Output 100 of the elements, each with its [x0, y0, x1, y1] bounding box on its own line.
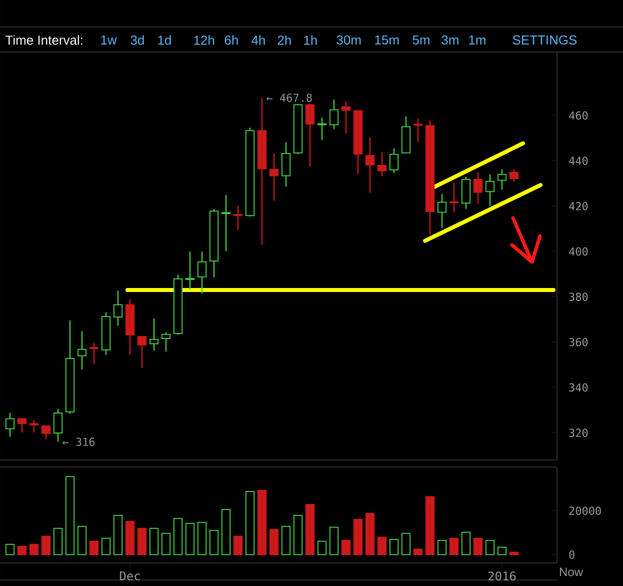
bar [125, 520, 135, 556]
bar [365, 512, 375, 556]
bar [233, 536, 243, 556]
candlestick [197, 251, 207, 294]
candlestick [485, 174, 495, 206]
candlestick [461, 176, 471, 210]
text: 1d [158, 35, 171, 45]
candlestick [305, 103, 315, 168]
candlestick [113, 290, 123, 326]
bar [185, 522, 195, 556]
candlestick [161, 332, 171, 352]
bar [173, 518, 183, 556]
y-tick-label: 340 [569, 383, 588, 392]
y-tick-label: 440 [569, 156, 588, 165]
bar [89, 540, 99, 556]
candlestick [53, 408, 63, 442]
text: 1m [469, 36, 486, 44]
candlestick [77, 330, 87, 370]
text: 12h [194, 35, 214, 45]
candlestick [365, 136, 375, 194]
x-tick-label: Dec [120, 572, 140, 580]
y-tick-label: 420 [569, 202, 588, 210]
bar [437, 540, 447, 556]
candlestick [473, 172, 483, 204]
bar [305, 504, 315, 556]
bar [353, 518, 363, 556]
bar [413, 548, 423, 556]
bar [17, 546, 27, 556]
bar [425, 496, 435, 556]
candlestick [41, 425, 51, 440]
text: 3d [130, 35, 144, 45]
candlestick [149, 318, 159, 352]
bar [257, 490, 267, 556]
y-tick-label: 0 [569, 550, 574, 559]
bar [341, 540, 351, 556]
bar [137, 528, 147, 556]
text: 6h [224, 35, 238, 45]
candlestick [509, 168, 519, 183]
text: 1h [304, 35, 317, 45]
candlestick [329, 98, 339, 130]
text: 5m [412, 35, 430, 45]
candlestick [281, 142, 291, 188]
annotation: ← 316 [62, 438, 95, 446]
bar [113, 514, 123, 556]
bar [77, 526, 87, 556]
y-tick-label: 380 [569, 292, 588, 301]
bar [209, 530, 219, 556]
y-tick-label: 20000 [569, 506, 601, 515]
bar [389, 538, 399, 556]
candlestick [17, 418, 27, 434]
text: SETTINGS [512, 35, 577, 45]
bar [329, 526, 339, 556]
bar [497, 546, 507, 556]
candlestick [233, 205, 243, 231]
bar [485, 540, 495, 556]
bar [221, 509, 231, 556]
candlestick [389, 148, 399, 174]
text: Now [560, 568, 584, 576]
bar [461, 532, 471, 556]
bar [473, 538, 483, 556]
bar [317, 540, 327, 556]
candlestick [497, 168, 507, 190]
text: Time Interval: [6, 35, 82, 45]
text: 30m [336, 35, 361, 45]
y-tick-label: 360 [569, 338, 588, 346]
bar [281, 526, 291, 556]
bar [377, 536, 387, 556]
bar [5, 544, 15, 556]
bar [509, 552, 519, 556]
candlestick [137, 336, 147, 369]
candlestick [185, 251, 195, 290]
bar [197, 522, 207, 556]
bar [29, 544, 39, 556]
text: 15m [375, 35, 399, 45]
x-tick-label: 2016 [488, 572, 516, 581]
candlestick [221, 194, 231, 252]
bar [269, 528, 279, 556]
text: 3m [442, 35, 458, 45]
candlestick [341, 101, 351, 134]
y-tick-label: 400 [569, 247, 588, 256]
candlestick [89, 342, 99, 365]
candlestick [5, 412, 15, 438]
bar [65, 476, 75, 556]
candlestick [29, 419, 39, 434]
candlestick [269, 152, 279, 202]
bar [293, 514, 303, 556]
y-tick-label: 460 [569, 111, 588, 120]
bar [101, 538, 111, 556]
bar [53, 528, 63, 556]
text: 1w [101, 36, 117, 44]
bar [41, 536, 51, 556]
text: 2h [278, 35, 291, 45]
bar [449, 538, 459, 556]
bar [401, 532, 411, 556]
annotation: ← 467.8 [266, 94, 312, 102]
candlestick [437, 193, 447, 229]
text: 4h [252, 35, 265, 45]
bar [161, 532, 171, 556]
candlestick [377, 152, 387, 177]
bar [245, 491, 255, 556]
